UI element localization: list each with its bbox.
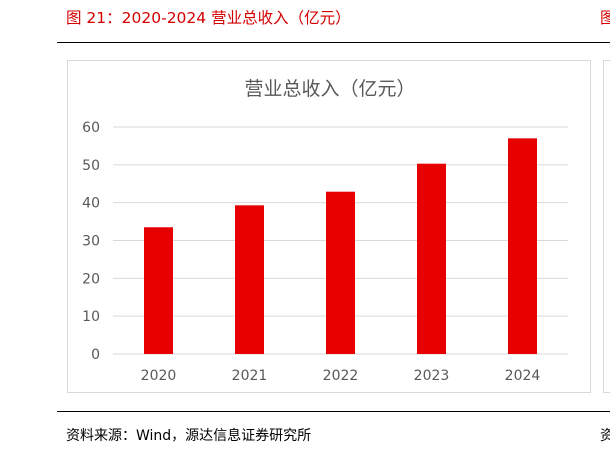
next-chart-frame-edge	[603, 60, 610, 393]
bottom-rule	[57, 411, 610, 412]
y-tick-label: 30	[82, 234, 100, 250]
chart-title: 营业总收入（亿元）	[244, 78, 415, 100]
bar-2024	[508, 138, 537, 354]
bars	[144, 138, 537, 354]
y-tick-label: 0	[91, 347, 100, 363]
bar-2021	[235, 205, 264, 354]
x-axis-ticks: 2020 2021 2022 2023 2024	[141, 368, 541, 384]
x-tick-label: 2020	[141, 368, 177, 384]
next-source-fragment: 资	[600, 428, 610, 444]
y-axis-ticks: 0 10 20 30 40 50 60	[82, 120, 100, 363]
y-tick-label: 40	[82, 196, 100, 212]
y-tick-label: 50	[82, 158, 100, 174]
y-tick-label: 60	[82, 120, 100, 136]
x-tick-label: 2021	[232, 368, 268, 384]
bar-2022	[326, 191, 355, 354]
top-rule	[57, 42, 610, 43]
x-tick-label: 2023	[414, 368, 450, 384]
figure-title: 图 21：2020-2024 营业总收入（亿元）	[66, 9, 351, 27]
y-tick-label: 10	[82, 309, 100, 325]
y-tick-label: 20	[82, 271, 100, 287]
next-figure-title-fragment: 图	[600, 9, 610, 27]
x-tick-label: 2024	[505, 368, 541, 384]
bar-2023	[417, 163, 446, 354]
chart-frame	[67, 60, 591, 393]
source-note: 资料来源：Wind，源达信息证券研究所	[66, 428, 312, 444]
x-tick-label: 2022	[323, 368, 359, 384]
bar-2020	[144, 227, 173, 354]
